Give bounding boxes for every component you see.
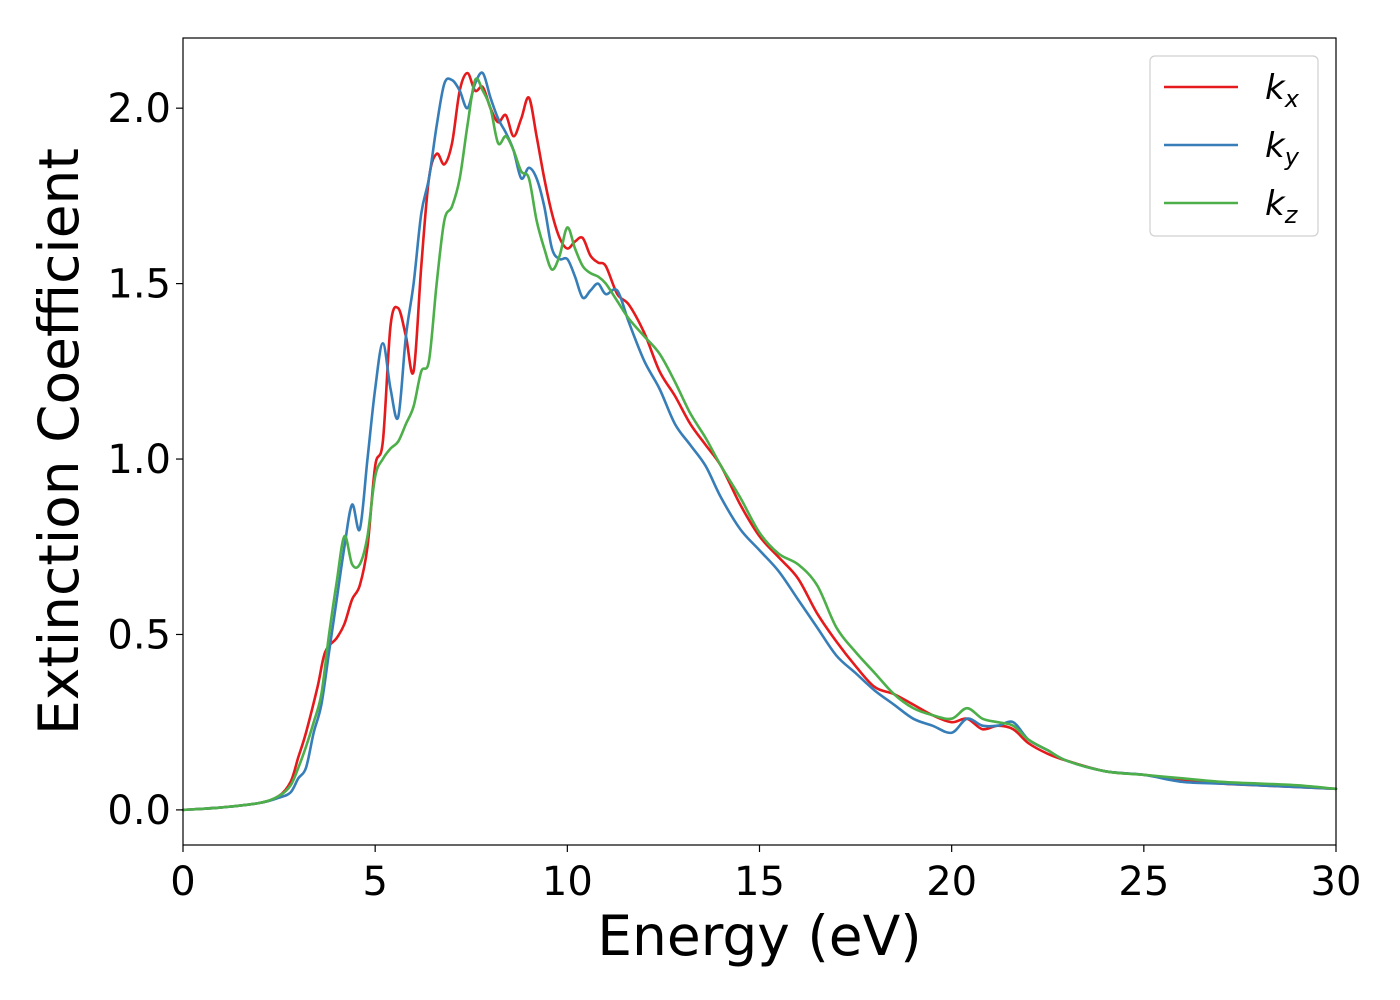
y-tick-label: 0.0 [107,788,171,834]
y-tick-label: 0.5 [107,612,171,658]
tick-layer: 0 5 10 15 20 25 30 0.0 0.5 1.0 1.5 2.0 [107,86,1361,905]
legend: kx ky kz [1149,55,1319,237]
y-axis-title: Extinction Coefficient [27,148,91,735]
y-tick-label: 1.5 [107,262,171,308]
x-tick-label: 5 [362,859,387,905]
x-tick-label: 0 [170,859,195,905]
x-axis-title: Energy (eV) [597,904,921,968]
series-layer [181,71,1338,812]
series-line-y [181,71,1338,812]
x-tick-label: 10 [542,859,593,905]
legend-label-y: ky [1265,126,1300,171]
x-tick-label: 25 [1118,859,1169,905]
x-tick-label: 20 [926,859,977,905]
series-line-z [181,77,1338,812]
legend-label-x: kx [1265,68,1300,113]
x-tick-label: 15 [734,859,785,905]
y-tick-label: 1.0 [107,437,171,483]
x-tick-label: 30 [1311,859,1362,905]
legend-label-z: kz [1265,184,1299,229]
y-tick-label: 2.0 [107,86,171,132]
